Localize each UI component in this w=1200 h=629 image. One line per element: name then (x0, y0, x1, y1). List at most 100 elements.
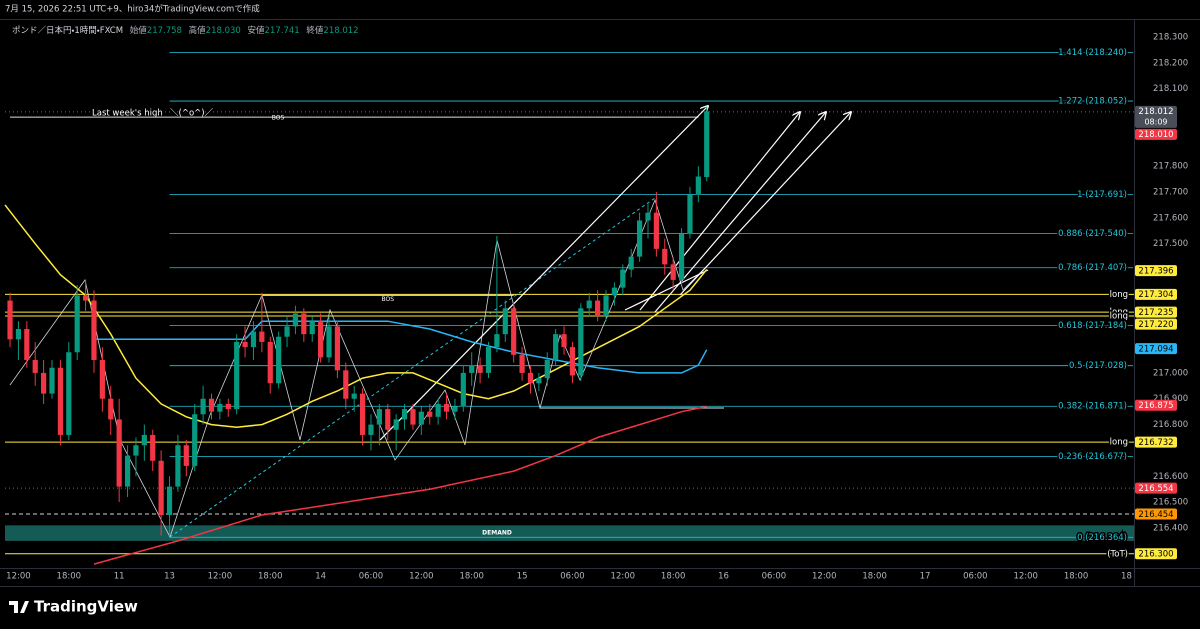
price-tag-label: 216.300 (1138, 550, 1173, 560)
candle-body (670, 264, 676, 280)
candle-body (242, 341, 248, 348)
y-tick-label: 217.500 (1153, 239, 1188, 249)
candle-body (586, 300, 592, 309)
candle-body (536, 378, 542, 384)
y-tick-label: 216.500 (1153, 498, 1188, 508)
arrow (379, 106, 708, 441)
x-tick-label: 06:00 (560, 572, 585, 582)
price-tag (1135, 105, 1177, 128)
y-tick-label: 218.100 (1153, 84, 1188, 94)
candle-body (645, 212, 651, 221)
x-tick-label: 11 (114, 572, 125, 582)
candle-body (519, 354, 525, 373)
candle-body (628, 256, 634, 270)
candle-body (620, 269, 626, 288)
candle-body (318, 321, 324, 358)
candle-body (385, 409, 391, 430)
price-tag-label: 217.235 (1138, 308, 1173, 318)
indicator-line (93, 405, 707, 565)
indicator-layer (4, 204, 708, 565)
fib-label: 0.5 (217.028) (1069, 361, 1127, 371)
demand-zone (5, 525, 1134, 541)
candle-body (553, 334, 559, 360)
candle-body (309, 321, 315, 335)
x-tick-label: 06:00 (762, 572, 787, 582)
candle-body (410, 409, 416, 425)
header-caption: 7月 15, 2026 22:51 UTC+9、hiro34がTradingVi… (5, 4, 260, 15)
candle-body (24, 328, 30, 360)
price-tag (1135, 508, 1177, 520)
candle-body (200, 398, 206, 415)
candle-body (469, 365, 475, 373)
candle-body (494, 334, 500, 348)
candle-body (477, 365, 483, 373)
price-tag-label: 218.012 (1138, 107, 1173, 117)
x-tick-label: 12:00 (1013, 572, 1038, 582)
candle-layer (7, 106, 710, 536)
candle-body (460, 372, 466, 407)
candle-body (452, 406, 458, 412)
arrow (679, 112, 851, 296)
ohlc-value: 218.012 (323, 26, 358, 36)
candle-body (603, 295, 609, 317)
x-tick-label: 18:00 (862, 572, 887, 582)
logo-icon (9, 601, 29, 613)
price-tag (1135, 482, 1177, 494)
fib-label: 0.618 (217.184) (1058, 321, 1127, 331)
price-tag-label: 216.554 (1138, 484, 1173, 494)
candle-body (234, 341, 240, 410)
ohlc-value: 218.030 (206, 26, 241, 36)
level-label: long (1110, 438, 1128, 448)
axis-layer: 218.300 218.200 218.100 217.800 217.700 217.6… (6, 32, 1188, 581)
price-tag-label: 216.454 (1138, 510, 1173, 520)
candle-body (15, 328, 22, 340)
candle-body (7, 300, 13, 340)
y-tick-label: 216.400 (1153, 523, 1188, 533)
price-tag (1135, 306, 1177, 318)
candle-body (527, 372, 534, 384)
fib-label: 0.886 (217.540) (1058, 229, 1127, 239)
price-tag (1135, 288, 1177, 300)
x-tick-label: 06:00 (359, 572, 384, 582)
fib-label: 0 (216.364) (1077, 533, 1127, 543)
candle-body (511, 308, 517, 355)
indicator-line (4, 204, 708, 428)
zone-label: DEMAND (482, 530, 512, 537)
y-tick-label: 217.000 (1153, 368, 1188, 378)
candle-body (653, 212, 659, 249)
ohlc-value: 217.758 (147, 26, 182, 36)
candle-body (116, 419, 122, 487)
candle-body (267, 341, 273, 384)
x-tick-label: 18:00 (1064, 572, 1089, 582)
y-tick-label: 217.600 (1153, 213, 1188, 223)
candle-body (284, 326, 290, 337)
ohlc-label: 終値 (306, 25, 324, 36)
candle-body (695, 176, 701, 195)
x-tick-label: 18:00 (459, 572, 484, 582)
candle-body (678, 233, 685, 280)
ohlc-value: 217.741 (265, 26, 300, 36)
fib-label: 1.414 (218.240) (1058, 48, 1127, 58)
candle-body (133, 445, 139, 456)
candle-body (485, 347, 492, 373)
candle-body (687, 194, 693, 234)
price-tag-label: 217.396 (1138, 266, 1173, 276)
candle-body (32, 359, 38, 373)
x-tick-label: 12:00 (409, 572, 434, 582)
candle-body (166, 486, 173, 516)
candle-body (183, 445, 189, 466)
y-tick-label: 216.600 (1153, 472, 1188, 482)
y-tick-label: 217.800 (1153, 162, 1188, 172)
level-label: long (1110, 290, 1128, 300)
candle-body (427, 411, 433, 417)
symbol-legend: ポンド／日本円・1時間・FXCM 始値217.758 高値218.030 安値2… (12, 25, 359, 36)
candle-body (544, 359, 550, 379)
price-tag-label: 217.304 (1138, 290, 1173, 300)
price-tag (1135, 128, 1177, 140)
price-tag (1135, 265, 1177, 277)
x-tick-label: 18:00 (57, 572, 82, 582)
candle-body (343, 370, 349, 399)
price-tag (1135, 318, 1177, 330)
candle-body (217, 403, 223, 412)
candle-body (359, 393, 366, 435)
